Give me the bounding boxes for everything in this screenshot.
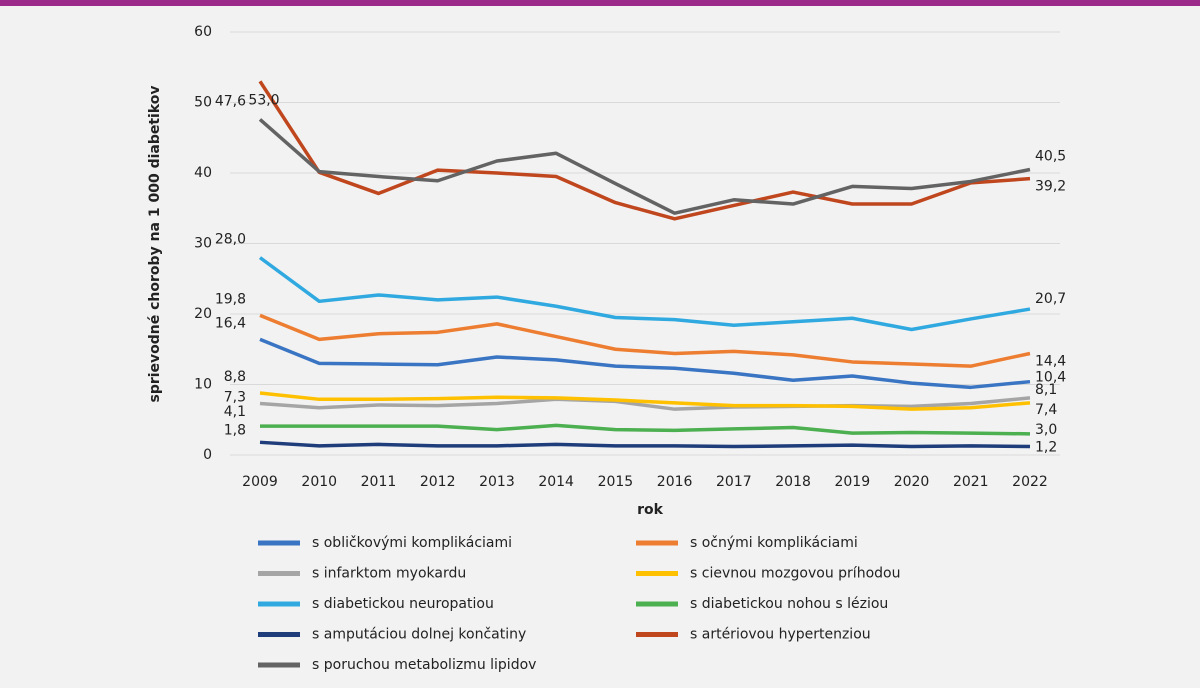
y-tick-label: 10 <box>194 377 212 393</box>
x-tick-label: 2016 <box>657 474 693 490</box>
data-label: 7,3 <box>224 390 246 406</box>
x-tick-label: 2019 <box>834 474 870 490</box>
legend-label: s cievnou mozgovou príhodou <box>690 566 900 582</box>
legend-label: s obličkovými komplikáciami <box>312 535 512 551</box>
legend-label: s diabetickou nohou s léziou <box>690 596 888 612</box>
y-tick-label: 30 <box>194 236 212 252</box>
x-tick-label: 2010 <box>301 474 337 490</box>
series-line <box>259 440 1031 449</box>
data-label: 10,4 <box>1035 370 1066 386</box>
data-label: 1,2 <box>1035 440 1057 456</box>
data-label: 7,4 <box>1035 402 1057 418</box>
x-tick-label: 2022 <box>1012 474 1048 490</box>
x-tick-label: 2012 <box>420 474 456 490</box>
data-label: 4,1 <box>224 404 246 420</box>
data-label: 28,0 <box>215 232 246 248</box>
data-label: 53,0 <box>248 92 279 108</box>
data-label: 19,8 <box>215 291 246 307</box>
y-tick-label: 40 <box>194 165 212 181</box>
x-tick-label: 2014 <box>538 474 574 490</box>
series-line <box>259 313 1031 368</box>
x-tick-label: 2015 <box>598 474 634 490</box>
x-tick-label: 2021 <box>953 474 989 490</box>
data-label: 47,6 <box>215 93 246 109</box>
y-tick-label: 20 <box>194 306 212 322</box>
data-label: 1,8 <box>224 422 246 438</box>
series-line <box>258 118 1031 215</box>
data-label: 16,4 <box>215 315 246 331</box>
data-label: 3,0 <box>1035 422 1057 438</box>
x-tick-label: 2017 <box>716 474 752 490</box>
x-tick-label: 2009 <box>242 474 278 490</box>
x-tick-label: 2020 <box>894 474 930 490</box>
series-line <box>259 396 1031 411</box>
x-tick-label: 2018 <box>775 474 811 490</box>
legend-label: s artériovou hypertenziou <box>690 627 871 643</box>
data-label: 8,1 <box>1035 382 1057 398</box>
data-label: 14,4 <box>1035 353 1066 369</box>
series-line <box>258 256 1031 332</box>
legend-label: s očnými komplikáciami <box>690 535 858 551</box>
y-axis-title: sprievodné choroby na 1 000 diabetikov <box>147 85 163 402</box>
x-tick-label: 2013 <box>479 474 515 490</box>
y-tick-label: 60 <box>194 24 212 40</box>
series-line <box>258 80 1031 221</box>
data-label: 20,7 <box>1035 291 1066 307</box>
data-label: 39,2 <box>1035 179 1066 195</box>
series-line <box>260 423 1031 436</box>
y-tick-label: 0 <box>203 447 212 463</box>
legend-label: s infarktom myokardu <box>312 566 466 582</box>
top-bar <box>0 0 1200 6</box>
y-tick-label: 50 <box>194 95 212 111</box>
series-line <box>259 337 1031 390</box>
data-label: 40,5 <box>1035 148 1066 164</box>
series-line <box>259 391 1031 411</box>
legend-label: s diabetickou neuropatiou <box>312 596 494 612</box>
legend-label: s poruchou metabolizmu lipidov <box>312 657 536 673</box>
data-label: 8,8 <box>224 369 246 385</box>
x-axis-title: rok <box>637 502 664 518</box>
x-tick-label: 2011 <box>361 474 397 490</box>
legend-label: s amputáciou dolnej končatiny <box>312 627 526 643</box>
